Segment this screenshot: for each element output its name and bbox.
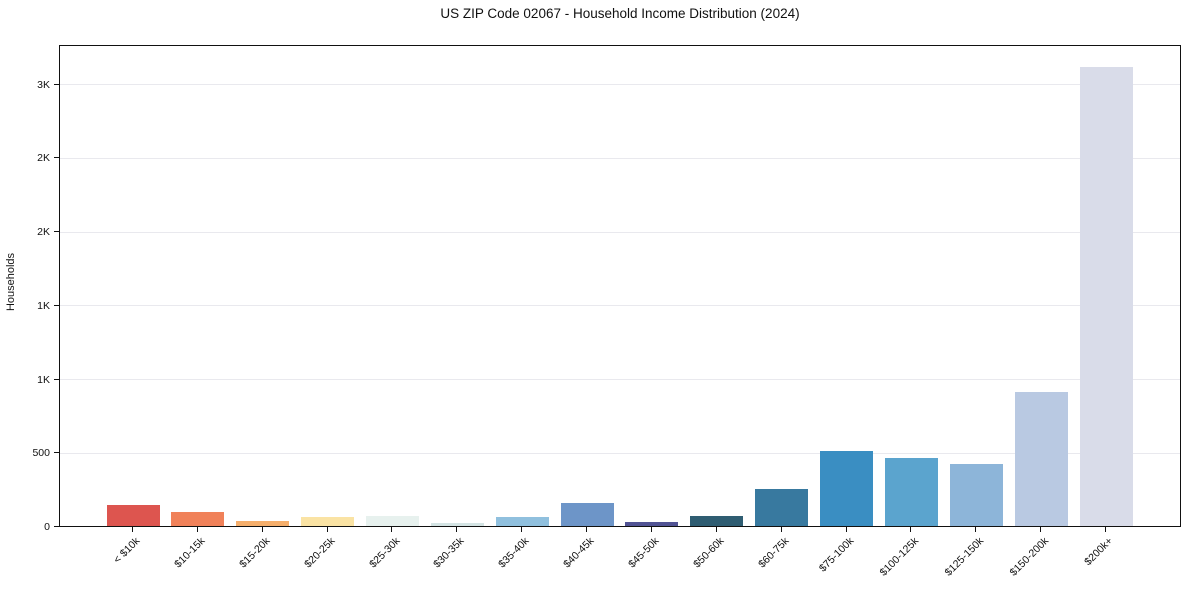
bar xyxy=(949,463,1003,526)
bar xyxy=(625,522,679,526)
y-tick-mark xyxy=(54,526,59,527)
x-tick-label: $10-15k xyxy=(172,535,208,571)
x-tick-mark xyxy=(845,527,847,532)
x-tick-mark xyxy=(975,527,977,532)
x-tick-label: $25-30k xyxy=(366,535,402,571)
x-tick-label: $15-20k xyxy=(236,535,273,571)
x-tick-mark xyxy=(1040,527,1042,532)
gridline xyxy=(60,452,1180,454)
x-tick-label: < $10k xyxy=(111,535,143,566)
x-tick-mark xyxy=(715,527,717,532)
x-tick-label: $150-200k xyxy=(1007,535,1051,579)
bar xyxy=(430,522,484,526)
bar xyxy=(560,502,614,526)
y-tick-label: 2K xyxy=(37,152,50,165)
gridline xyxy=(60,157,1180,159)
x-tick-label: $35-40k xyxy=(496,535,532,571)
bar xyxy=(495,517,549,526)
x-tick-mark xyxy=(132,527,133,532)
y-tick-mark xyxy=(54,304,59,306)
x-tick-mark xyxy=(456,527,458,532)
x-tick-mark xyxy=(326,527,328,532)
bar xyxy=(106,505,160,526)
x-tick-label: $200k+ xyxy=(1082,535,1116,569)
x-tick-label: $20-25k xyxy=(301,535,338,571)
x-tick-label: $125-150k xyxy=(942,535,986,579)
bar xyxy=(236,520,290,526)
y-tick-label: 2K xyxy=(37,226,50,239)
y-tick-mark xyxy=(54,83,59,85)
bar xyxy=(301,516,355,526)
bar xyxy=(820,451,874,526)
gridline xyxy=(60,84,1180,86)
bar xyxy=(755,488,809,526)
x-tick-mark xyxy=(196,527,198,532)
y-tick-mark xyxy=(54,452,59,454)
bar xyxy=(690,516,744,526)
gridline xyxy=(60,231,1180,233)
x-tick-mark xyxy=(650,527,652,532)
x-tick-mark xyxy=(586,527,588,532)
x-tick-label: $45-50k xyxy=(626,535,662,571)
x-tick-label: $50-60k xyxy=(690,535,727,571)
bar xyxy=(1079,66,1133,526)
bar xyxy=(1014,391,1068,526)
x-tick-label: $75-100k xyxy=(816,535,857,575)
plot-area xyxy=(59,45,1181,527)
chart-title: US ZIP Code 02067 - Household Income Dis… xyxy=(440,6,800,21)
x-tick-label: $30-35k xyxy=(431,535,467,571)
y-tick-mark xyxy=(54,157,59,159)
y-tick-label: 3K xyxy=(37,78,50,91)
x-tick-label: $40-45k xyxy=(561,535,597,571)
x-tick-mark xyxy=(1105,527,1106,532)
y-tick-label: 500 xyxy=(32,447,50,460)
x-tick-mark xyxy=(521,527,523,532)
y-tick-mark xyxy=(54,231,59,233)
bar xyxy=(171,511,225,526)
gridline xyxy=(60,379,1180,381)
x-tick-mark xyxy=(780,527,782,532)
x-tick-mark xyxy=(261,527,263,532)
y-tick-label: 1K xyxy=(37,373,50,386)
bar xyxy=(884,457,938,526)
x-tick-mark xyxy=(910,527,912,532)
y-tick-label: 1K xyxy=(37,299,50,312)
gridline xyxy=(60,305,1180,307)
x-tick-label: $100-125k xyxy=(877,535,921,579)
x-tick-mark xyxy=(391,527,393,532)
y-tick-label: 0 xyxy=(44,521,50,533)
bar xyxy=(365,516,419,526)
y-tick-mark xyxy=(54,378,59,380)
y-axis-label: Households xyxy=(5,252,17,312)
x-tick-label: $60-75k xyxy=(755,535,792,571)
